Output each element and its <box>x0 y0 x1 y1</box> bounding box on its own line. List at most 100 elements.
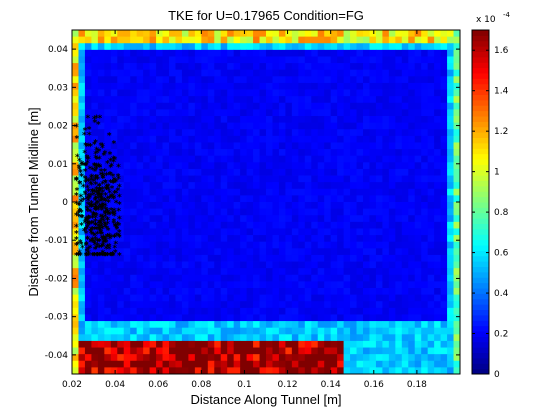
heatmap-cell <box>227 340 235 348</box>
heatmap-cell <box>278 155 286 163</box>
scatter-point: * <box>87 194 92 204</box>
scatter-point: * <box>101 242 106 252</box>
heatmap-cell <box>233 241 241 249</box>
scatter-point: * <box>112 156 117 166</box>
heatmap-cell <box>427 109 435 117</box>
heatmap-cell <box>240 327 247 335</box>
scatter-point: * <box>104 205 109 215</box>
heatmap-cell <box>220 142 228 150</box>
heatmap-cell <box>382 116 390 124</box>
heatmap-cell <box>375 327 383 335</box>
heatmap-cell <box>317 129 325 137</box>
heatmap-cell <box>350 69 357 77</box>
heatmap-cell <box>343 30 351 38</box>
heatmap-cell <box>324 109 332 117</box>
colorbar-swatch <box>472 202 489 208</box>
heatmap-cell <box>84 274 92 282</box>
heatmap-cell <box>285 155 293 163</box>
heatmap-cell <box>266 63 273 71</box>
heatmap-cell <box>350 30 357 38</box>
colorbar-swatch <box>472 368 489 375</box>
heatmap-cell <box>408 162 416 170</box>
scatter-point: * <box>76 210 81 220</box>
heatmap-cell <box>194 261 202 269</box>
heatmap-cell <box>233 168 241 176</box>
heatmap-cell <box>324 288 332 296</box>
heatmap-cell <box>350 195 357 203</box>
scatter-point: * <box>111 140 116 150</box>
heatmap-cell <box>434 135 441 143</box>
heatmap-cell <box>434 149 441 157</box>
heatmap-cell <box>97 69 105 77</box>
heatmap-cell <box>253 288 260 296</box>
heatmap-cell <box>227 261 235 269</box>
heatmap-cell <box>175 281 183 289</box>
heatmap-cell <box>233 195 241 203</box>
scatter-point: * <box>111 210 116 220</box>
heatmap-cell <box>427 248 435 256</box>
heatmap-cell <box>143 129 150 137</box>
heatmap-cell <box>304 208 312 216</box>
heatmap-cell <box>330 63 338 71</box>
heatmap-cell <box>401 168 409 176</box>
heatmap-cell <box>110 208 118 216</box>
heatmap-cell <box>408 122 416 130</box>
scatter-point: * <box>108 171 113 181</box>
heatmap-cell <box>84 129 92 137</box>
heatmap-cell <box>91 261 99 269</box>
heatmap-cell <box>278 188 286 196</box>
heatmap-cell <box>285 268 293 276</box>
heatmap-cell <box>382 314 390 322</box>
heatmap-cell <box>175 321 183 329</box>
heatmap-cell <box>220 135 228 143</box>
heatmap-cell <box>162 122 170 130</box>
heatmap-cell <box>117 288 125 296</box>
heatmap-cell <box>130 321 138 329</box>
heatmap-cell <box>434 43 441 51</box>
heatmap-cell <box>253 254 260 262</box>
heatmap-cell <box>285 321 293 329</box>
heatmap-cell <box>330 347 338 355</box>
heatmap-cell <box>388 354 396 362</box>
heatmap-cell <box>123 135 131 143</box>
heatmap-cell <box>375 367 383 375</box>
scatter-point: * <box>98 228 103 238</box>
heatmap-cell <box>363 334 370 342</box>
heatmap-cell <box>401 254 409 262</box>
heatmap-cell <box>337 215 344 223</box>
heatmap-cell <box>369 215 377 223</box>
heatmap-cell <box>227 82 235 90</box>
heatmap-cell <box>453 162 461 170</box>
heatmap-cell <box>382 149 390 157</box>
heatmap-cell <box>369 274 377 282</box>
scatter-point: * <box>84 252 89 262</box>
heatmap-cell <box>363 202 370 210</box>
heatmap-cell <box>123 347 131 355</box>
heatmap-cell <box>143 116 150 124</box>
heatmap-cell <box>408 301 416 309</box>
heatmap-cell <box>291 175 299 183</box>
heatmap-cell <box>253 43 260 51</box>
heatmap-cell <box>123 175 131 183</box>
heatmap-cell <box>330 96 338 104</box>
heatmap-cell <box>356 76 364 84</box>
heatmap-cell <box>363 82 370 90</box>
heatmap-cell <box>356 294 364 302</box>
heatmap-cell <box>84 82 92 90</box>
heatmap-cell <box>447 63 454 71</box>
heatmap-cell <box>117 56 125 64</box>
heatmap-cell <box>272 274 280 282</box>
heatmap-cell <box>214 162 222 170</box>
scatter-point: * <box>96 195 101 205</box>
heatmap-cell <box>414 334 422 342</box>
heatmap-cell <box>440 102 448 110</box>
heatmap-cell <box>220 347 228 355</box>
heatmap-cell <box>181 301 189 309</box>
heatmap-cell <box>311 122 319 130</box>
scatter-point: * <box>74 135 79 145</box>
heatmap-cell <box>259 168 267 176</box>
heatmap-cell <box>427 56 435 64</box>
heatmap-cell <box>414 301 422 309</box>
heatmap-cell <box>84 354 92 362</box>
heatmap-cell <box>207 261 215 269</box>
